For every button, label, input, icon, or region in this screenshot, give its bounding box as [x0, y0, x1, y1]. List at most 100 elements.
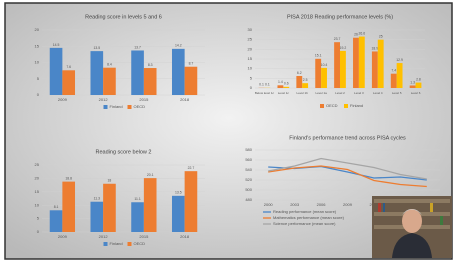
legend-label: Science performance (mean score) — [273, 221, 336, 226]
y-tick-label: 10 — [35, 202, 40, 207]
legend-label: Finland — [110, 241, 123, 246]
x-tick-label: Level 6 — [411, 91, 421, 95]
bar — [103, 184, 116, 232]
x-tick-label: Level 5 — [392, 91, 402, 95]
page: Reading score in levels 5 and 6051015202… — [0, 0, 457, 262]
legend-swatch — [104, 242, 108, 246]
x-tick-label: 2018 — [180, 97, 190, 102]
bar — [340, 51, 346, 88]
y-tick-label: 15 — [248, 56, 253, 61]
x-tick-label: Level 1b — [297, 91, 309, 95]
y-tick-label: 10 — [248, 66, 253, 71]
data-label: 6.2 — [297, 71, 302, 75]
data-label: 13.5 — [94, 46, 101, 50]
bar — [144, 178, 157, 232]
data-label: 8.3 — [148, 63, 153, 67]
x-tick-label: Level 4 — [373, 91, 383, 95]
bar — [359, 37, 365, 88]
bar — [321, 68, 327, 88]
chart-title: Reading score in levels 5 and 6 — [85, 14, 162, 20]
chart-title: PISA 2018 Reading performance levels (%) — [287, 14, 393, 20]
legend-swatch — [128, 105, 132, 109]
legend-swatch — [104, 105, 108, 109]
x-tick-label: 2015 — [139, 97, 149, 102]
data-label: 8.7 — [189, 62, 194, 66]
data-label: 20.1 — [147, 173, 154, 177]
data-label: 22.7 — [188, 166, 195, 170]
x-tick-label: 2012 — [99, 97, 109, 102]
data-label: 26 — [354, 33, 358, 37]
y-tick-label: 25 — [35, 162, 40, 167]
x-tick-label: Level 1a — [315, 91, 327, 95]
x-tick-label: 2012 — [99, 234, 109, 239]
data-label: 15.1 — [315, 54, 322, 58]
data-label: 12.9 — [396, 58, 403, 62]
y-tick-label: 500 — [245, 187, 252, 192]
chart-title: Finland's performance trend across PISA … — [289, 135, 406, 141]
data-label: 25 — [379, 35, 383, 39]
data-label: 1.4 — [278, 80, 283, 84]
bar — [131, 202, 144, 232]
webcam — [372, 196, 452, 258]
bar — [90, 51, 103, 95]
legend-swatch — [128, 242, 132, 246]
x-tick-label: 2000 — [264, 202, 274, 207]
x-tick-label: 2009 — [58, 234, 68, 239]
data-label: 8.4 — [107, 63, 112, 67]
data-label: 11.3 — [94, 197, 100, 201]
data-label: 1.3 — [410, 80, 415, 84]
bar — [131, 50, 144, 95]
y-tick-label: 20 — [35, 27, 40, 32]
bar — [103, 68, 116, 95]
legend-label: Reading performance (mean score) — [273, 209, 337, 214]
data-label: 0.1 — [265, 83, 270, 87]
data-label: 14.5 — [53, 43, 60, 47]
bar — [50, 48, 63, 95]
data-label: 18.8 — [65, 177, 72, 181]
x-tick-label: 2009 — [343, 202, 353, 207]
screenshot: Reading score in levels 5 and 6051015202… — [0, 0, 457, 262]
bar — [410, 85, 416, 88]
y-tick-label: 560 — [245, 157, 252, 162]
x-tick-label: 2018 — [180, 234, 190, 239]
chart-title: Reading score below 2 — [96, 149, 152, 155]
y-tick-label: 520 — [245, 177, 252, 182]
data-label: 18 — [108, 179, 112, 183]
legend-label: OECD — [134, 104, 146, 109]
x-tick-label: 2015 — [139, 234, 149, 239]
legend-swatch — [320, 104, 324, 108]
bar — [172, 196, 185, 232]
data-label: 0.1 — [259, 83, 264, 87]
x-tick-label: Level 1c — [278, 91, 290, 95]
legend-label: Mathematics performance (mean score) — [273, 215, 345, 220]
y-tick-label: 580 — [245, 147, 252, 152]
bar — [391, 74, 397, 88]
x-tick-label: Level 3 — [354, 91, 364, 95]
data-label: 8.1 — [54, 205, 59, 209]
data-label: 14.2 — [175, 44, 182, 48]
y-tick-label: 25 — [248, 37, 253, 42]
legend-label: OECD — [326, 103, 338, 108]
bar — [62, 182, 75, 232]
bar — [90, 202, 103, 232]
bar — [144, 68, 157, 95]
data-label: 11.1 — [134, 197, 140, 201]
bar — [277, 85, 283, 88]
y-tick-label: 480 — [245, 197, 252, 202]
y-tick-label: 15 — [35, 43, 40, 48]
legend-label: OECD — [134, 241, 146, 246]
data-label: 0.6 — [284, 82, 289, 86]
bar — [62, 70, 75, 95]
x-tick-label: 2006 — [317, 202, 327, 207]
data-label: 13.5 — [175, 191, 182, 195]
x-tick-label: 2003 — [290, 202, 300, 207]
bar — [185, 67, 198, 95]
legend-label: Finland — [350, 103, 363, 108]
data-label: 2.8 — [416, 77, 421, 81]
bar — [283, 87, 289, 88]
data-label: 26.6 — [359, 31, 366, 35]
data-label: 2.5 — [303, 78, 308, 82]
legend-swatch — [344, 104, 348, 108]
data-label: 18.9 — [372, 46, 379, 50]
legend-label: Finland — [110, 104, 123, 109]
